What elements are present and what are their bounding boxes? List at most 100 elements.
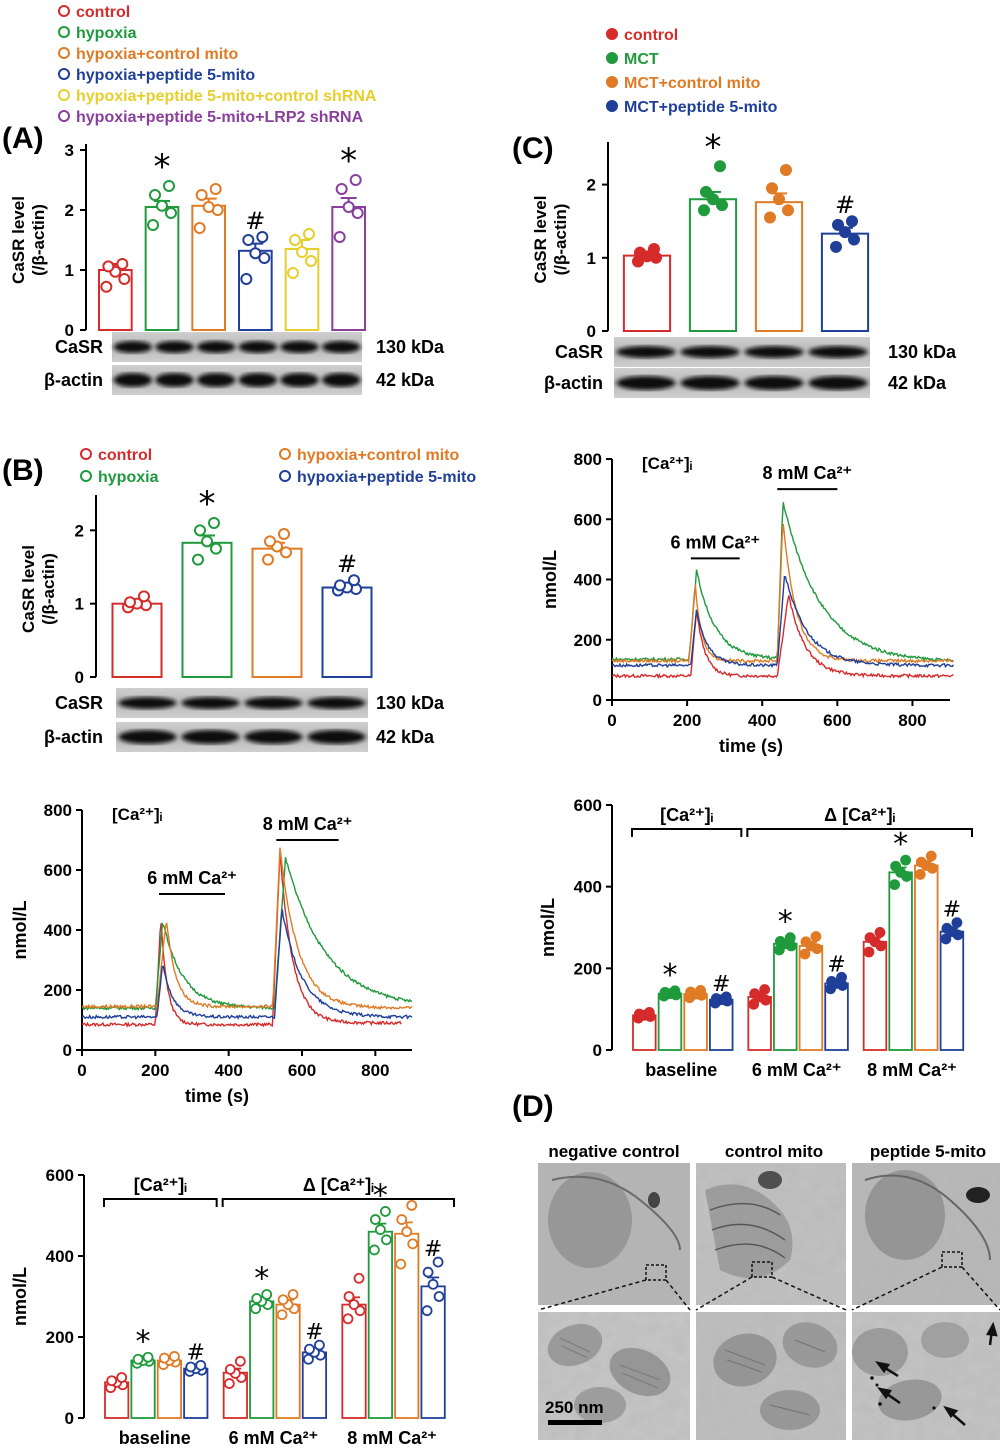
data-point	[846, 215, 858, 228]
y-tick-label: 0	[593, 1041, 602, 1060]
em-image-negative-control-high: 250 nm	[538, 1312, 690, 1440]
bar	[181, 541, 233, 678]
y-axis-title-text: nmol/L	[540, 550, 560, 609]
y-tick-label: 0	[65, 321, 74, 340]
em-image-control-mito-low	[696, 1163, 846, 1305]
blot-band	[197, 373, 236, 387]
data-point	[142, 1351, 154, 1363]
y-axis-title: nmol/L	[10, 901, 30, 960]
data-point	[342, 201, 355, 213]
data-point	[335, 183, 348, 195]
y-tick-label: 0	[587, 322, 596, 341]
data-point	[714, 160, 726, 173]
legend-marker	[80, 470, 92, 482]
y-axis-title-text: nmol/L	[538, 898, 558, 957]
data-point	[710, 993, 722, 1004]
y-tick-label: 400	[574, 571, 602, 590]
y-tick-label: 1	[75, 595, 84, 614]
data-point	[720, 991, 732, 1003]
significance-mark: #	[943, 898, 961, 923]
em-header-peptide-mito: peptide 5-mito	[870, 1142, 986, 1161]
chart-b-calcium-summary: 0 200 400 600 nmol/L * # baseline * #6 mM Ca²⁺ * #8…	[10, 1166, 455, 1448]
bar	[820, 232, 870, 332]
data-point	[698, 204, 710, 217]
em-header-negative-control: negative control	[548, 1142, 679, 1161]
y-axis-title: CaSR level (/β-actin)	[19, 545, 58, 633]
data-point	[422, 1266, 434, 1278]
data-point	[396, 1214, 408, 1225]
data-point	[202, 201, 215, 213]
blot-kda: 130 kDa	[888, 342, 957, 362]
bracket-label: [Ca²⁺]ᵢ	[134, 1175, 187, 1195]
y-axis-title-line1: CaSR level	[19, 545, 38, 633]
panel-label-c: (C)	[512, 132, 554, 165]
significance-mark: *	[893, 827, 908, 862]
category-label: 8 mM Ca²⁺	[347, 1428, 437, 1448]
legend-marker	[58, 5, 70, 17]
y-tick-label: 600	[574, 796, 602, 815]
data-point	[249, 247, 262, 260]
category-label: 6 mM Ca²⁺	[752, 1060, 842, 1080]
significance-mark: *	[136, 1324, 151, 1359]
data-point	[368, 1244, 380, 1256]
blot-band	[155, 341, 194, 353]
x-axis-title: time (s)	[185, 1086, 249, 1106]
data-point	[296, 246, 308, 258]
y-tick-label: 0	[63, 1041, 72, 1060]
data-point	[118, 273, 131, 285]
data-point	[669, 985, 681, 997]
data-point	[782, 204, 794, 217]
bar	[862, 940, 888, 1051]
bar	[914, 864, 939, 1051]
blot-band	[808, 376, 868, 390]
blot-label: β-actin	[544, 373, 603, 393]
blot-band	[616, 376, 676, 390]
blot-band	[155, 373, 194, 387]
trace-line	[81, 847, 413, 1011]
legend-marker	[58, 26, 70, 38]
y-tick-label: 2	[587, 176, 596, 195]
data-point	[195, 189, 208, 201]
trace-title: [Ca²⁺]ᵢ	[642, 454, 692, 473]
data-point	[277, 1294, 289, 1306]
y-axis-title-text: nmol/L	[10, 901, 30, 960]
blot-band	[118, 730, 177, 744]
x-tick-label: 0	[77, 1061, 86, 1080]
data-point	[165, 207, 177, 219]
bracket	[631, 828, 743, 837]
legend-label: control	[76, 4, 130, 21]
em-image-peptide-mito-low	[852, 1163, 1000, 1305]
data-point	[159, 1352, 170, 1364]
stimulus-label: 6 mM Ca²⁺	[671, 532, 761, 552]
blot-band	[680, 346, 740, 358]
stimulus-label: 8 mM Ca²⁺	[263, 814, 353, 834]
legend-label: hypoxia+control mito	[76, 46, 238, 63]
trace-title: [Ca²⁺]ᵢ	[112, 805, 162, 824]
blot-band	[113, 373, 152, 387]
data-point	[648, 243, 660, 256]
legend-label: hypoxia	[76, 25, 137, 42]
data-point	[194, 524, 206, 537]
arrow-icon	[875, 1321, 998, 1426]
data-point	[766, 182, 778, 195]
data-point	[156, 199, 168, 212]
legend-marker	[606, 100, 618, 112]
blot-band	[197, 341, 236, 353]
x-tick-label: 600	[288, 1061, 316, 1080]
category-label: 8 mM Ca²⁺	[867, 1060, 957, 1080]
panel-label-a: (A)	[2, 122, 44, 155]
y-axis-title-line2: (/β-actin)	[39, 553, 58, 625]
blot-label: CaSR	[555, 342, 603, 362]
data-point	[707, 193, 719, 206]
bar	[773, 942, 798, 1051]
blot-band	[181, 697, 240, 709]
data-point	[832, 218, 844, 231]
x-tick-label: 400	[748, 711, 776, 730]
y-tick-label: 400	[46, 1247, 74, 1266]
blot-band	[244, 697, 303, 709]
data-point	[799, 948, 811, 960]
x-tick-label: 800	[898, 711, 926, 730]
significance-mark: #	[245, 207, 265, 235]
data-point	[305, 255, 317, 267]
stimulus-label: 6 mM Ca²⁺	[147, 868, 237, 888]
